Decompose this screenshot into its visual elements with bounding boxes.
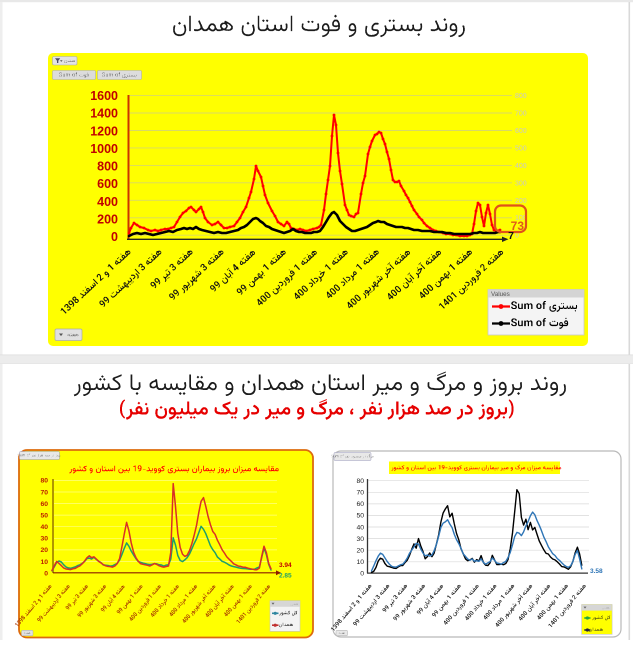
svg-text:60: 60 <box>356 501 364 508</box>
svg-text:20: 20 <box>40 547 48 554</box>
svg-text:1600: 1600 <box>90 89 118 103</box>
svg-text:50: 50 <box>40 512 48 519</box>
svg-text:73: 73 <box>511 219 525 233</box>
svg-text:10: 10 <box>356 559 364 566</box>
svg-text:600: 600 <box>97 177 118 191</box>
svg-text:30: 30 <box>356 536 364 543</box>
svg-text:30: 30 <box>40 536 48 543</box>
svg-text:80: 80 <box>356 478 364 485</box>
svg-text:40: 40 <box>40 524 48 531</box>
svg-text:600: 600 <box>515 128 527 135</box>
svg-text:1000: 1000 <box>90 142 118 156</box>
svg-text:400: 400 <box>97 195 118 209</box>
svg-text:60: 60 <box>40 501 48 508</box>
svg-text:200: 200 <box>515 198 527 205</box>
svg-text:3.94: 3.94 <box>279 562 292 569</box>
svg-text:20: 20 <box>356 548 364 555</box>
svg-text:0: 0 <box>44 570 48 577</box>
svg-text:0: 0 <box>360 571 364 578</box>
svg-text:1400: 1400 <box>90 107 118 121</box>
svg-text:300: 300 <box>515 180 527 187</box>
svg-text:70: 70 <box>356 490 364 497</box>
svg-text:0: 0 <box>515 233 519 240</box>
svg-text:0: 0 <box>111 230 118 244</box>
svg-text:200: 200 <box>97 213 118 227</box>
svg-text:700: 700 <box>515 111 527 118</box>
svg-text:7: 7 <box>508 230 514 242</box>
svg-text:800: 800 <box>515 93 527 100</box>
svg-text:3.58: 3.58 <box>590 568 603 575</box>
svg-text:40: 40 <box>356 524 364 531</box>
svg-text:10: 10 <box>40 559 48 566</box>
svg-text:80: 80 <box>40 478 48 485</box>
svg-text:1200: 1200 <box>90 124 118 138</box>
svg-text:500: 500 <box>515 145 527 152</box>
svg-text:70: 70 <box>40 489 48 496</box>
svg-text:400: 400 <box>515 163 527 170</box>
svg-text:Values: Values <box>491 291 510 298</box>
svg-text:800: 800 <box>97 160 118 174</box>
svg-text:50: 50 <box>356 513 364 520</box>
svg-text:100: 100 <box>515 215 527 222</box>
svg-text:2.85: 2.85 <box>279 573 292 580</box>
